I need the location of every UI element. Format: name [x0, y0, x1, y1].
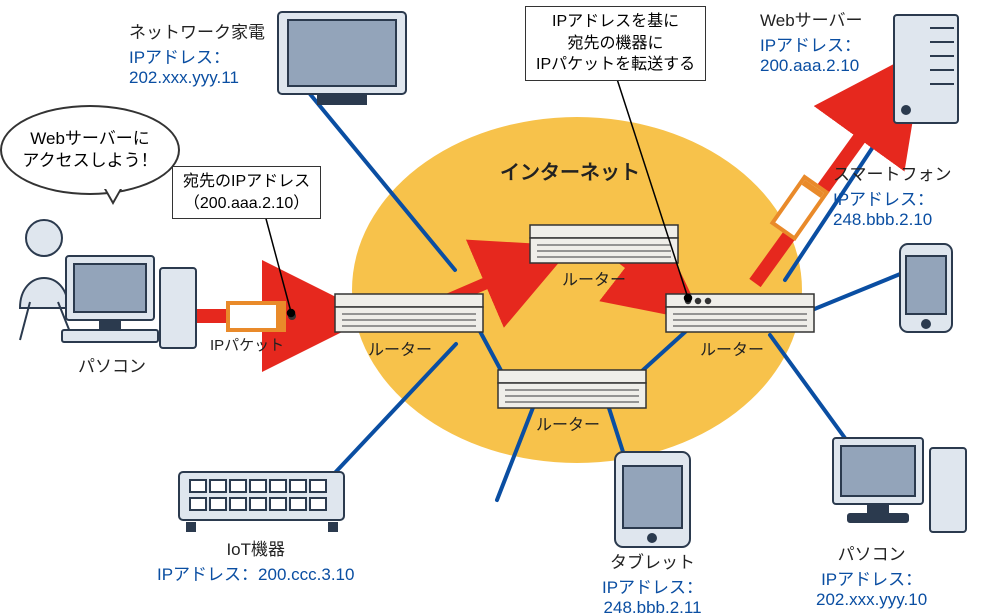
tablet-ip-label: IPアドレス：: [602, 573, 703, 598]
router-left: [335, 294, 483, 332]
appliance-ip-label: IPアドレス：: [129, 43, 265, 68]
forward-line1: IPアドレスを基に: [536, 11, 695, 33]
smartphone-ip: 248.bbb.2.10: [833, 210, 952, 230]
router-top-label: ルーター: [562, 266, 626, 290]
webserver-ip: 200.aaa.2.10: [760, 56, 862, 76]
pc-right-labels: パソコン IPアドレス： 202.xxx.yyy.10: [816, 540, 927, 610]
dest-ip-line1: 宛先のIPアドレス: [183, 171, 310, 193]
router-right-label: ルーター: [700, 336, 764, 360]
iot-ip: IPアドレス：200.ccc.3.10: [157, 560, 354, 585]
internet-label: インターネット: [500, 156, 640, 185]
svg-layer: [0, 0, 1000, 614]
router-bottom-label: ルーター: [536, 411, 600, 435]
pc-right-icon: [833, 438, 966, 532]
speech-bubble: Webサーバーに アクセスしよう！: [0, 105, 180, 195]
iot-device-icon: [179, 472, 344, 532]
router-left-label: ルーター: [368, 336, 432, 360]
webserver-labels: Webサーバー IPアドレス： 200.aaa.2.10: [760, 6, 862, 76]
smartphone-title: スマートフォン: [833, 160, 952, 185]
person-icon: [20, 220, 70, 340]
dest-ip-callout: 宛先のIPアドレス （200.aaa.2.10）: [172, 166, 321, 219]
webserver-ip-label: IPアドレス：: [760, 31, 862, 56]
ip-packet-1: [228, 303, 296, 330]
pc-right-title: パソコン: [816, 540, 927, 565]
appliance-ip: 202.xxx.yyy.11: [129, 68, 265, 88]
forward-line2: 宛先の機器に: [536, 33, 695, 55]
router-bottom: [498, 370, 646, 408]
smartphone-labels: スマートフォン IPアドレス： 248.bbb.2.10: [833, 160, 952, 230]
tablet-ip: 248.bbb.2.11: [602, 598, 703, 614]
iot-title: IoT機器: [157, 535, 354, 560]
network-appliance-icon: [278, 12, 406, 104]
ip-packet-label: IPパケット: [210, 334, 284, 355]
smartphone-icon: [900, 244, 952, 332]
router-top: [530, 225, 678, 263]
forward-callout: IPアドレスを基に 宛先の機器に IPパケットを転送する: [525, 6, 706, 81]
web-server-icon: [894, 15, 958, 123]
pc-right-ip-label: IPアドレス：: [816, 565, 927, 590]
tablet-labels: タブレット IPアドレス： 248.bbb.2.11: [602, 548, 703, 614]
pc-right-ip: 202.xxx.yyy.10: [816, 590, 927, 610]
tablet-title: タブレット: [602, 548, 703, 573]
webserver-title: Webサーバー: [760, 6, 862, 31]
forward-line3: IPパケットを転送する: [536, 54, 695, 76]
pc-left-title: パソコン: [78, 352, 146, 377]
smartphone-ip-label: IPアドレス：: [833, 185, 952, 210]
speech-text: Webサーバーに アクセスしよう！: [22, 128, 157, 172]
appliance-title: ネットワーク家電: [129, 18, 265, 43]
iot-labels: IoT機器 IPアドレス：200.ccc.3.10: [157, 535, 354, 585]
appliance-labels: ネットワーク家電 IPアドレス： 202.xxx.yyy.11: [129, 18, 265, 88]
pc-left-icon: [62, 256, 196, 348]
dest-ip-line2: （200.aaa.2.10）: [183, 193, 310, 215]
diagram-stage: インターネット ルーター ルーター ルーター ルーター IPパケット Webサー…: [0, 0, 1000, 614]
tablet-icon: [615, 452, 690, 547]
